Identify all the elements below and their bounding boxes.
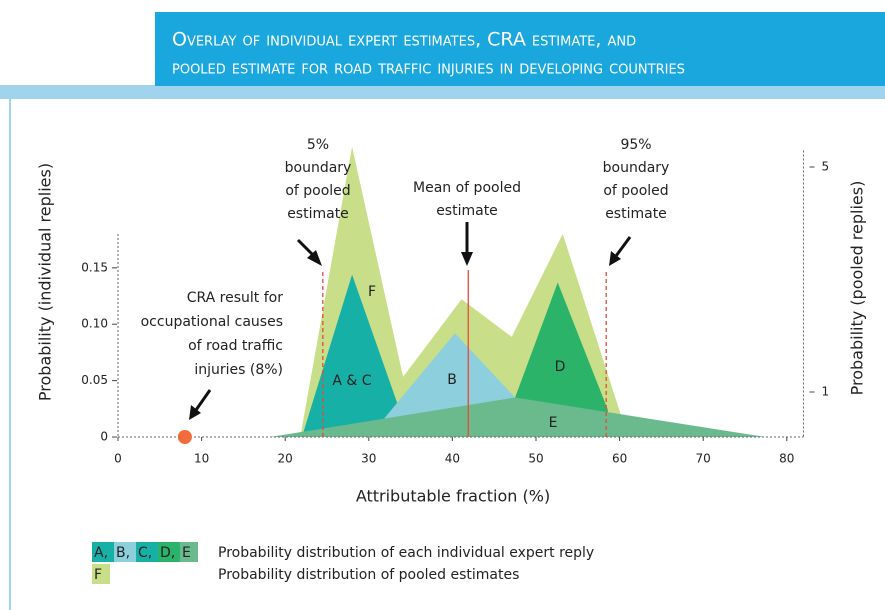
x-tick-label: 30 bbox=[361, 452, 376, 466]
arrow bbox=[614, 236, 632, 257]
legend-swatch bbox=[114, 542, 136, 562]
annotation: 95% bbox=[620, 137, 651, 153]
y2-axis-label: Probability (pooled replies) bbox=[848, 181, 867, 396]
arrow bbox=[194, 389, 212, 411]
legend-key: E bbox=[182, 545, 191, 561]
chart-title: Overlay of individual expert estimates, … bbox=[172, 29, 636, 51]
x-tick-label: 40 bbox=[445, 452, 460, 466]
annotation: of pooled bbox=[285, 183, 350, 199]
arrow-head bbox=[461, 252, 473, 266]
legend-key: D, bbox=[160, 545, 175, 561]
series-label: D bbox=[555, 359, 566, 375]
arrow-head bbox=[189, 405, 201, 420]
y-tick-label: 0.10 bbox=[81, 317, 108, 331]
x-axis-label: Attributable fraction (%) bbox=[356, 487, 550, 506]
legend-swatch bbox=[92, 542, 114, 562]
legend-key: B, bbox=[116, 545, 130, 561]
annotation: 5% bbox=[307, 137, 329, 153]
arrow-head bbox=[609, 251, 621, 266]
area bbox=[515, 282, 608, 437]
legend-key: C, bbox=[138, 545, 152, 561]
annotation: boundary bbox=[603, 160, 670, 176]
chart-title: pooled estimate for road traffic injurie… bbox=[172, 57, 685, 79]
area bbox=[270, 397, 766, 437]
legend-swatch bbox=[92, 564, 110, 584]
y2-tick-label: 5 bbox=[822, 160, 830, 174]
y-tick-label: 0.05 bbox=[81, 373, 108, 387]
annotation: estimate bbox=[287, 206, 349, 222]
cra-point bbox=[177, 430, 192, 444]
legend-key: F bbox=[94, 567, 102, 583]
legend-swatch bbox=[158, 542, 180, 562]
annotation: estimate bbox=[436, 203, 498, 219]
annotation: Mean of pooled bbox=[413, 180, 521, 196]
x-tick-label: 10 bbox=[194, 452, 209, 466]
legend-swatch bbox=[136, 542, 158, 562]
arrow bbox=[296, 238, 316, 258]
arrows bbox=[189, 222, 632, 420]
header-box bbox=[155, 12, 885, 86]
x-tick-label: 60 bbox=[612, 452, 627, 466]
series-label: F bbox=[368, 284, 376, 300]
x-tick-label: 80 bbox=[779, 452, 794, 466]
annotation: of pooled bbox=[603, 183, 668, 199]
series-label: E bbox=[549, 415, 558, 431]
y-axis-label: Probability (individual replies) bbox=[36, 163, 55, 401]
legend-text: Probability distribution of each individ… bbox=[218, 545, 594, 561]
annotation: injuries (8%) bbox=[194, 362, 283, 378]
area bbox=[301, 274, 399, 437]
legend-key: A, bbox=[94, 545, 108, 561]
annotation: boundary bbox=[285, 160, 352, 176]
legend-swatch bbox=[180, 542, 198, 562]
x-tick-label: 70 bbox=[696, 452, 711, 466]
x-tick-label: 0 bbox=[114, 452, 122, 466]
x-tick-label: 50 bbox=[528, 452, 543, 466]
annotation: occupational causes bbox=[141, 314, 283, 330]
y2-tick-label: 1 bbox=[822, 385, 830, 399]
arrow-head bbox=[307, 250, 322, 266]
annotation: of road traffic bbox=[188, 338, 283, 354]
header-strip bbox=[0, 85, 885, 99]
series-label: B bbox=[447, 372, 457, 388]
annotation: estimate bbox=[605, 206, 667, 222]
legend-text: Probability distribution of pooled estim… bbox=[218, 567, 519, 583]
series-label: A & C bbox=[332, 373, 371, 389]
annotation: CRA result for bbox=[187, 290, 284, 306]
x-tick-label: 20 bbox=[278, 452, 293, 466]
y-tick-label: 0 bbox=[100, 430, 108, 444]
y-tick-label: 0.15 bbox=[81, 260, 108, 274]
